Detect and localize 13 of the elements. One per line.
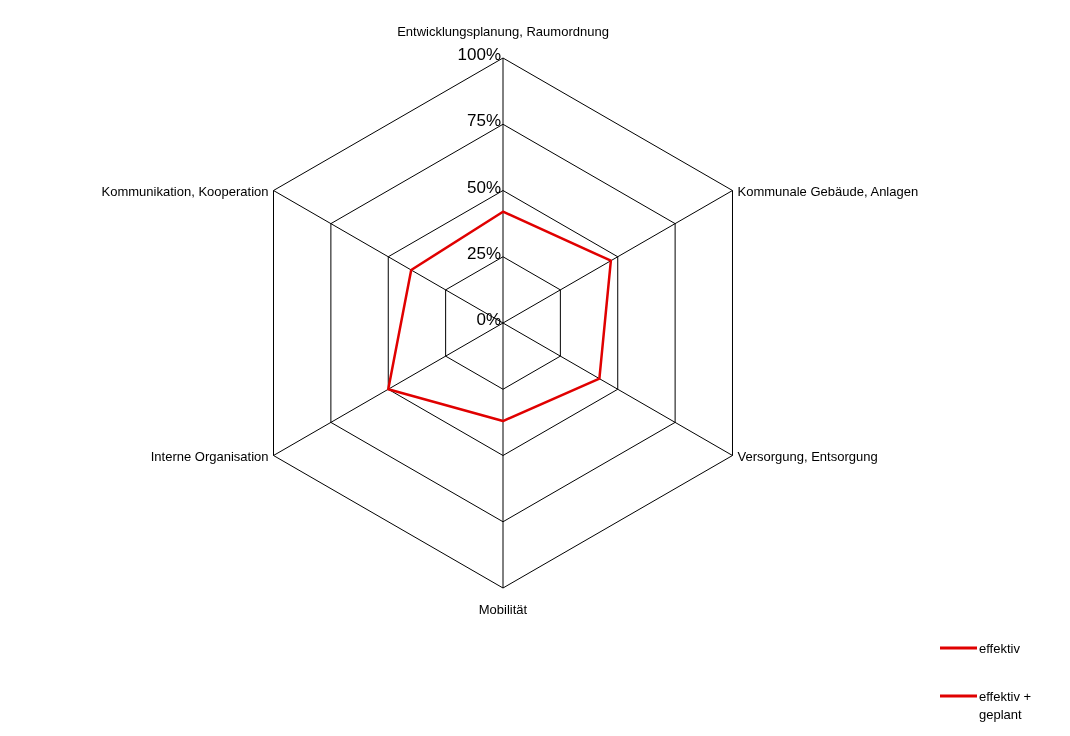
legend-label: effektiv — [979, 641, 1021, 656]
legend-label: effektiv + geplant — [979, 689, 1032, 722]
y-tick-label: 100% — [457, 45, 501, 64]
spoke-label: Kommunikation, Kooperation — [101, 183, 269, 199]
y-tick-label: 75% — [466, 111, 501, 131]
spoke-label: Interne Organisation — [150, 448, 269, 464]
y-tick-label: 0% — [476, 310, 501, 329]
spoke-label: Entwicklungsplanung, Raumordnung — [397, 24, 609, 39]
y-tick-label: 25% — [466, 243, 501, 263]
spoke-label: Mobilität — [478, 602, 528, 617]
y-tick-label: 50% — [466, 177, 501, 197]
spoke-label: Versorgung, Entsorgung — [737, 448, 878, 464]
spoke-label: Kommunale Gebäude, Anlagen — [737, 183, 919, 199]
